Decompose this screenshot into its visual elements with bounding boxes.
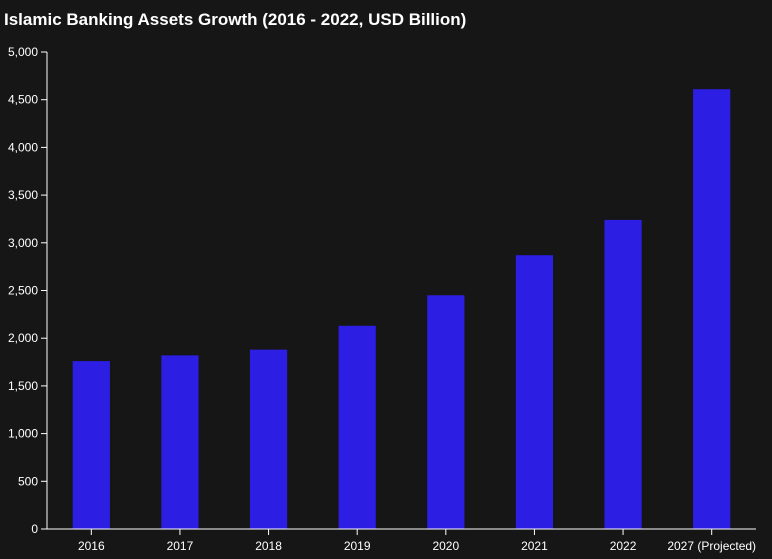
bar-2027[interactable] bbox=[693, 89, 731, 530]
y-tick-label: 4,000 bbox=[8, 140, 38, 154]
x-tick-label: 2027 (Projected) bbox=[667, 539, 756, 553]
x-tick-label: 2022 bbox=[610, 539, 637, 553]
y-tick-label: 0 bbox=[31, 522, 38, 536]
x-tick-label: 2021 bbox=[521, 539, 548, 553]
chart-title: Islamic Banking Assets Growth (2016 - 20… bbox=[4, 10, 466, 29]
x-tick-label: 2020 bbox=[432, 539, 459, 553]
y-tick-label: 2,500 bbox=[8, 284, 38, 298]
y-tick-label: 3,000 bbox=[8, 236, 38, 250]
bar-2019[interactable] bbox=[338, 325, 376, 529]
bars-group bbox=[72, 89, 731, 530]
y-tick-label: 500 bbox=[18, 474, 38, 488]
bar-2022[interactable] bbox=[604, 219, 642, 530]
y-tick-label: 1,000 bbox=[8, 427, 38, 441]
y-tick-label: 4,500 bbox=[8, 93, 38, 107]
bar-2018[interactable] bbox=[249, 349, 288, 529]
y-axis: 0 500 1,000 1,500 2,000 2,500 3,000 3,500 4,000 4… bbox=[8, 45, 48, 536]
x-tick-label: 2017 bbox=[167, 539, 194, 553]
y-tick-label: 3,500 bbox=[8, 188, 38, 202]
x-tick-label: 2018 bbox=[255, 539, 282, 553]
bar-2016[interactable] bbox=[72, 361, 110, 529]
y-tick-label: 1,500 bbox=[8, 379, 38, 393]
y-tick-label: 5,000 bbox=[8, 45, 38, 59]
y-tick-label: 2,000 bbox=[8, 331, 38, 345]
bar-2017[interactable] bbox=[161, 355, 199, 529]
x-tick-label: 2016 bbox=[78, 539, 105, 553]
x-tick-label: 2019 bbox=[344, 539, 371, 553]
x-axis: 2016 2017 2018 2019 2020 2021 2022 2027 (Projec… bbox=[47, 528, 756, 553]
bar-2020[interactable] bbox=[427, 295, 465, 529]
bar-2021[interactable] bbox=[515, 255, 554, 529]
